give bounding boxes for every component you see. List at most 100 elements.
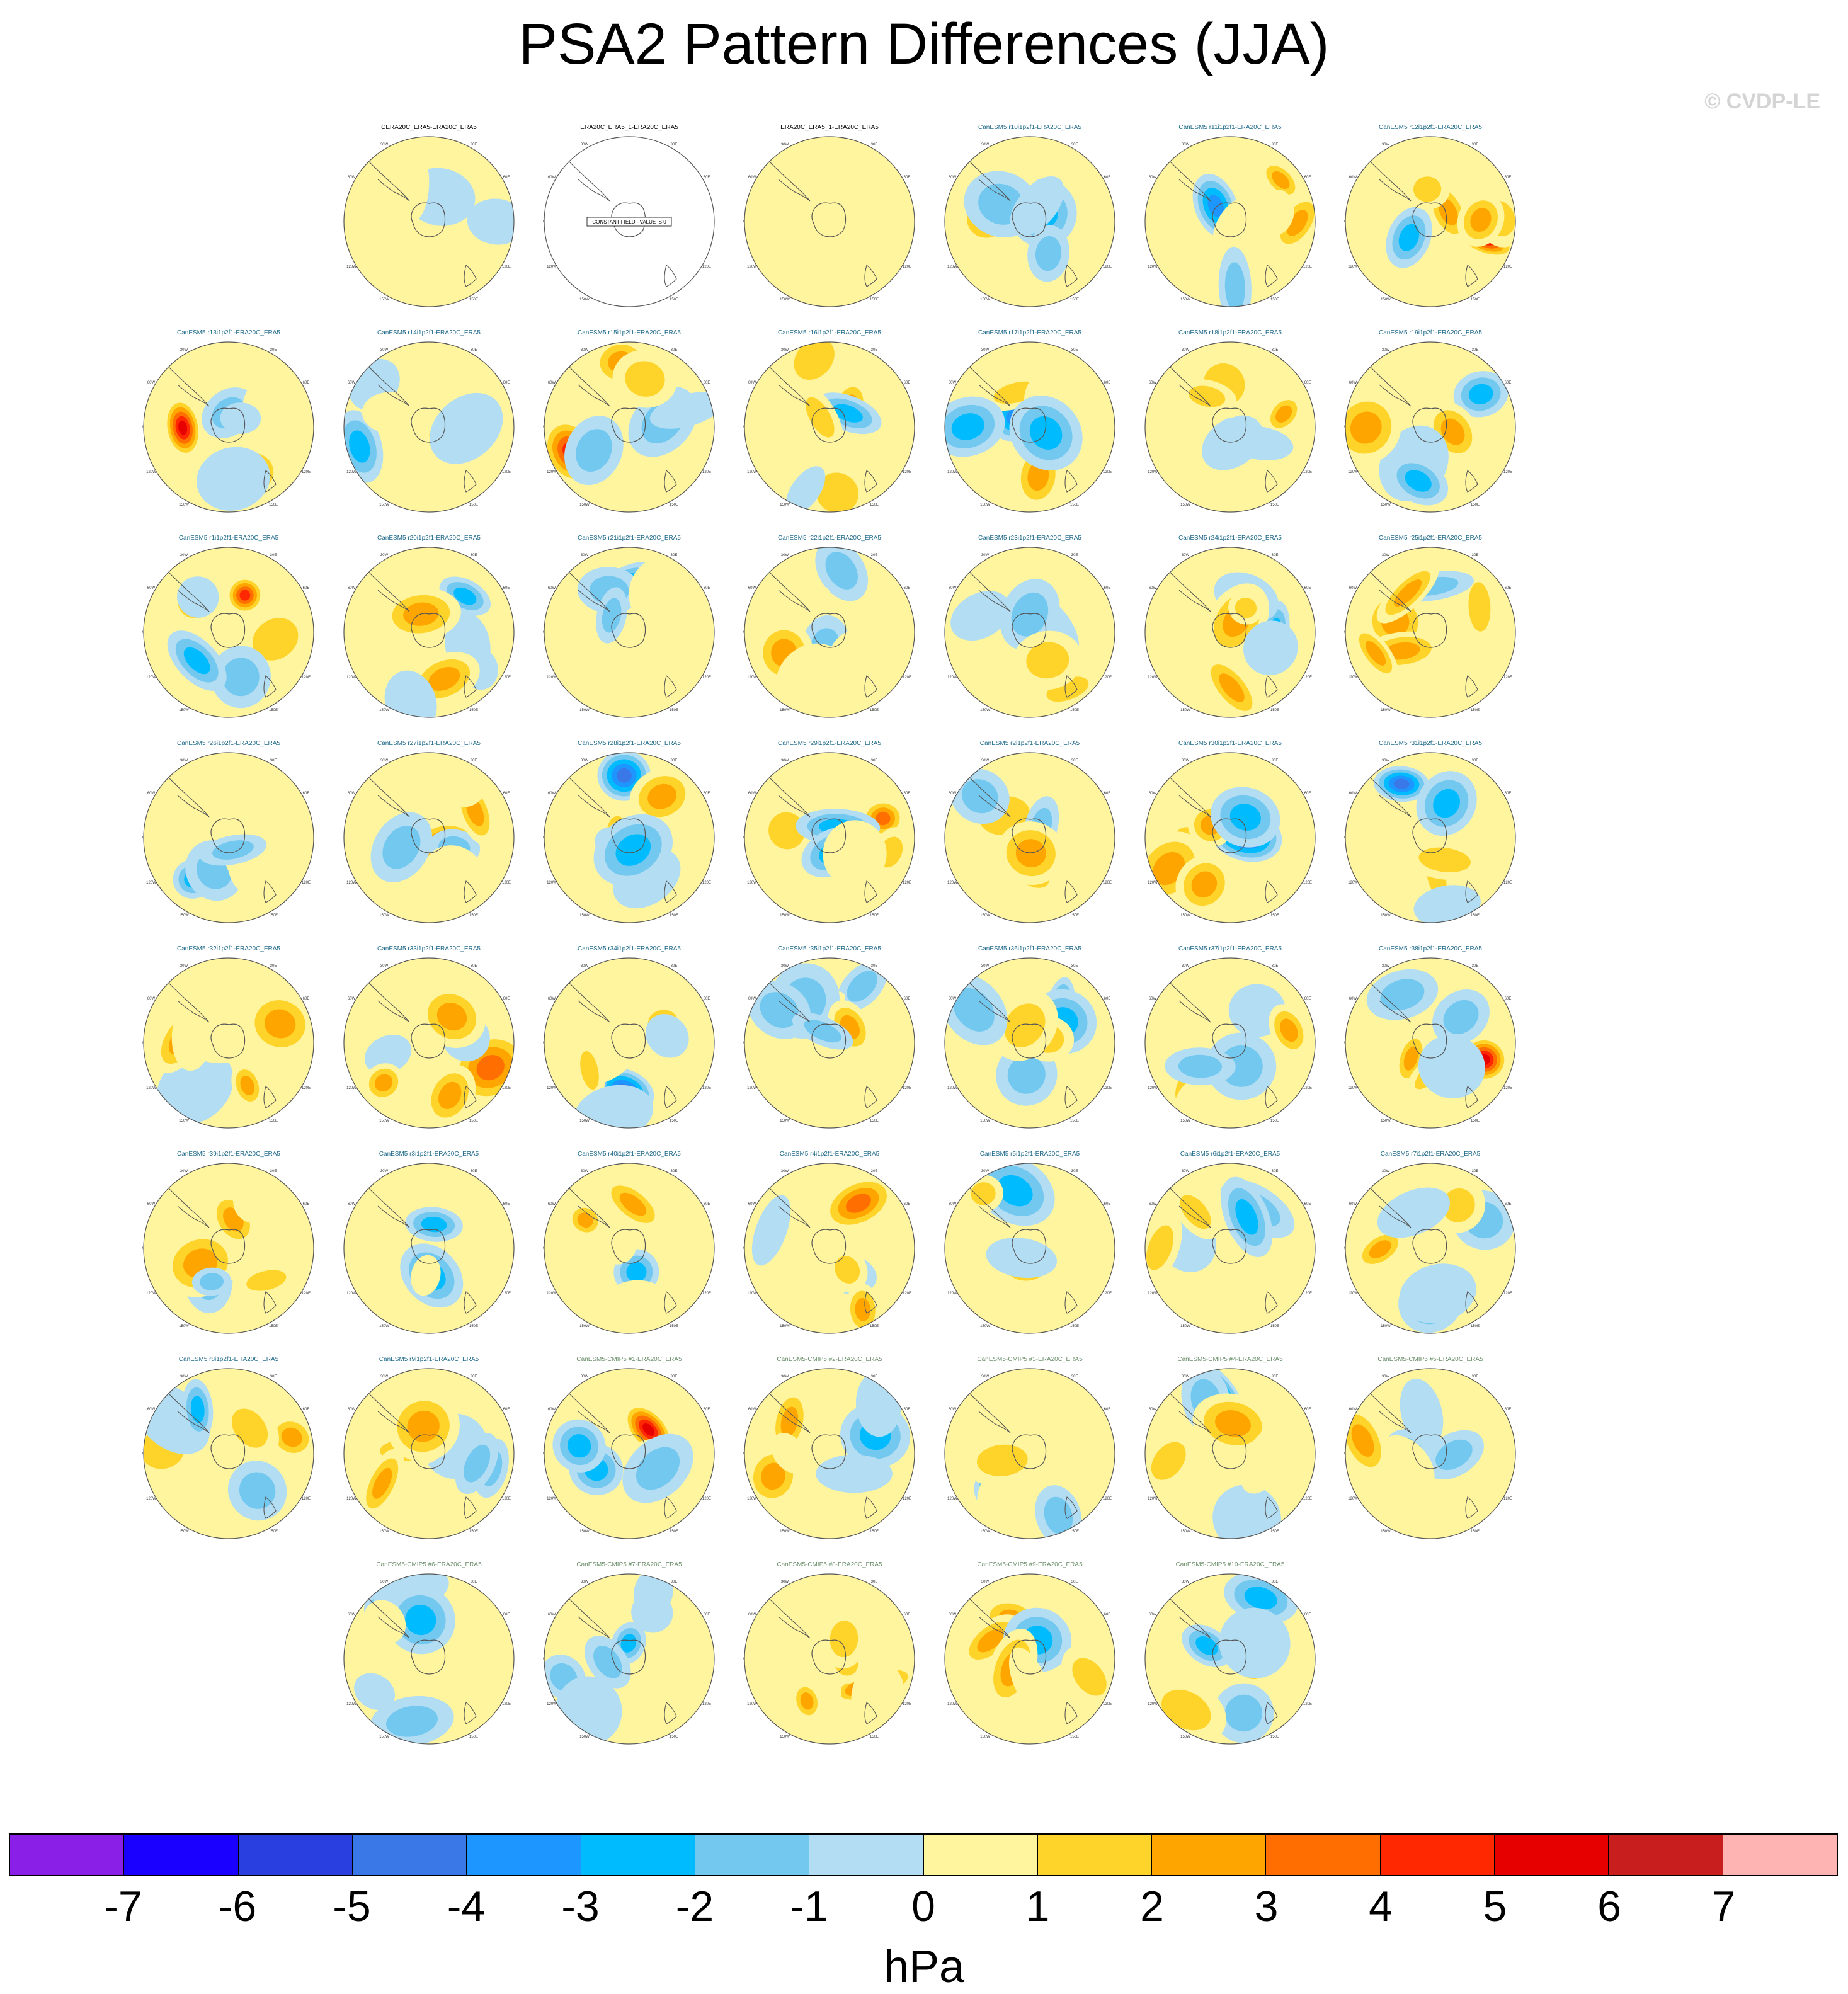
new-zealand-coastline (1465, 1291, 1478, 1314)
map-outline (744, 341, 915, 513)
contour-region (806, 397, 835, 438)
colorbar-box (1609, 1835, 1723, 1875)
longitude-label: 90W (543, 631, 544, 635)
new-zealand-coastline (1064, 1496, 1078, 1519)
contour-region (1403, 1046, 1418, 1071)
panel-title: CanESM5 r30i1p2f1-ERA20C_ERA5 (1178, 740, 1282, 747)
longitude-label: 90W (1344, 1452, 1345, 1456)
new-zealand-coastline (1064, 880, 1078, 903)
contour-region (1351, 1424, 1374, 1457)
longitude-label: 30E (1071, 1375, 1078, 1379)
south-america-coastline (367, 1187, 410, 1228)
longitude-label: 90W (944, 1247, 945, 1251)
antarctica-coastline (210, 818, 246, 853)
longitude-label: 90W (343, 220, 344, 224)
map-panel: CanESM5 r26i1p2f1-ERA20C_ERA5030E60E90E1… (134, 740, 323, 942)
panel-title: CanESM5-CMIP5 #5-ERA20C_ERA5 (1377, 1356, 1483, 1363)
south-america-coastline (768, 160, 811, 202)
colorbar-box (1723, 1835, 1837, 1875)
map-panel: CanESM5 r28i1p2f1-ERA20C_ERA5030E60E90E1… (535, 740, 724, 942)
map-panel: CanESM5 r36i1p2f1-ERA20C_ERA5030E60E90E1… (935, 945, 1124, 1147)
contour-region (467, 198, 514, 245)
south-america-coastline (367, 1392, 410, 1433)
longitude-label: 120W (1148, 265, 1158, 269)
new-zealand-coastline (464, 1086, 477, 1108)
south-america-coastline (568, 365, 610, 407)
contour-region (567, 1434, 591, 1458)
watermark: © CVDP-LE (1704, 89, 1820, 113)
longitude-label: 150E (469, 709, 478, 712)
longitude-label: 150W (1381, 1530, 1391, 1534)
longitude-label: 60E (704, 1202, 710, 1206)
polar-map: 030E60E90E120E150E180150W120W90W60W30W (343, 957, 515, 1129)
map-outline (1144, 957, 1316, 1129)
contour-region (1240, 1427, 1290, 1494)
contour-region (1146, 1225, 1174, 1270)
longitude-label: 150W (1180, 1530, 1190, 1534)
longitude-label: 90W (743, 1247, 744, 1251)
longitude-label: 120E (1303, 1292, 1312, 1296)
map-panel: CERA20C_ERA5-ERA20C_ERA5030E60E90E120E15… (334, 124, 523, 326)
contour-region (1153, 852, 1185, 886)
longitude-label: 30E (1071, 759, 1078, 763)
antarctica-coastline (411, 1229, 446, 1264)
antarctica-coastline (411, 202, 446, 237)
map-outline (1345, 341, 1516, 513)
colorbar-box (581, 1835, 695, 1875)
longitude-label: 30E (1272, 554, 1279, 557)
map-outline (1144, 752, 1316, 923)
longitude-label: 90W (944, 220, 945, 224)
map-panel: CanESM5 r1i1p2f1-ERA20C_ERA5030E60E90E12… (134, 535, 323, 736)
contour-region (784, 585, 831, 620)
new-zealand-coastline (1465, 1086, 1478, 1108)
contour-region (178, 420, 188, 435)
panel-title: CanESM5 r15i1p2f1-ERA20C_ERA5 (578, 329, 681, 336)
map-panel: CanESM5-CMIP5 #9-ERA20C_ERA5030E60E90E12… (935, 1561, 1124, 1763)
map-outline (944, 547, 1115, 718)
longitude-label: 120W (547, 1497, 557, 1501)
longitude-label: 60W (548, 176, 556, 179)
contour-region (374, 1074, 393, 1092)
longitude-label: 60E (503, 1202, 510, 1206)
longitude-label: 120W (1348, 1086, 1358, 1090)
longitude-label: 60W (348, 176, 356, 179)
contour-region (1191, 871, 1218, 898)
contour-region (1425, 1478, 1499, 1529)
longitude-label: 120E (502, 881, 511, 885)
contour-region (197, 447, 270, 511)
new-zealand-coastline (864, 675, 877, 698)
longitude-label: 60W (147, 1408, 156, 1411)
map-outline (944, 1573, 1115, 1745)
map-panel: CanESM5 r20i1p2f1-ERA20C_ERA5030E60E90E1… (334, 535, 523, 736)
contour-region (619, 1192, 647, 1216)
longitude-label: 60W (1149, 997, 1157, 1001)
contour-region (421, 1216, 447, 1233)
new-zealand-coastline (263, 470, 277, 493)
longitude-label: 60E (704, 792, 710, 795)
panel-title: CanESM5 r24i1p2f1-ERA20C_ERA5 (1178, 535, 1282, 542)
longitude-label: 30E (1071, 1580, 1078, 1584)
map-outline (1144, 341, 1316, 513)
longitude-label: 150E (469, 503, 478, 507)
panel-title: CanESM5 r35i1p2f1-ERA20C_ERA5 (778, 945, 881, 952)
longitude-label: 60W (949, 176, 957, 179)
colorbar-units: hPa (883, 1942, 965, 1992)
longitude-label: 150E (1471, 1530, 1480, 1534)
longitude-label: 60E (1304, 381, 1311, 385)
panel-title: ERA20C_ERA5_1-ERA20C_ERA5 (780, 124, 879, 131)
contour-region (825, 552, 858, 590)
contour-region (602, 598, 622, 633)
antarctica-coastline (1012, 613, 1047, 648)
longitude-label: 60E (1505, 176, 1512, 179)
longitude-label: 120W (146, 470, 156, 474)
antarctica-coastline (210, 1023, 246, 1059)
map-panel: ERA20C_ERA5_1-ERA20C_ERA5 CONSTANT FIELD … (535, 124, 724, 326)
contour-region (1026, 642, 1069, 679)
longitude-label: 120E (1103, 1086, 1112, 1090)
longitude-label: 150W (379, 1735, 389, 1739)
longitude-label: 90W (944, 1658, 945, 1661)
antarctica-coastline (1212, 1639, 1247, 1675)
longitude-label: 90W (343, 426, 344, 430)
colorbar-tick-label: 1 (1025, 1883, 1050, 1930)
longitude-label: 120W (947, 881, 957, 885)
